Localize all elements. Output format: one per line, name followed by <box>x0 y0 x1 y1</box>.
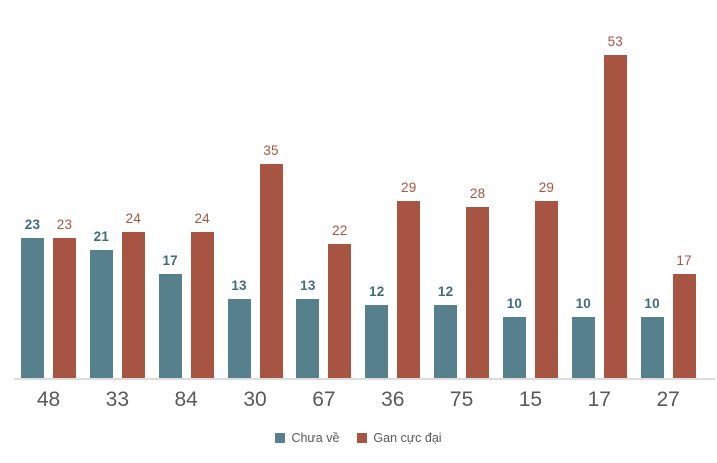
bar-value-label: 21 <box>93 229 110 244</box>
bar-value-label: 10 <box>575 296 591 311</box>
bar-gan-cuc-dai <box>121 232 145 378</box>
bar-gan-cuc-dai <box>603 55 627 378</box>
legend-item-series-1: Gan cực đại <box>357 431 442 445</box>
bar-gan-cuc-dai <box>328 244 352 378</box>
x-axis-label: 17 <box>587 388 611 411</box>
bar-value-label: 24 <box>194 211 210 226</box>
bar-gan-cuc-dai <box>534 201 558 378</box>
bar-value-label: 35 <box>263 143 279 158</box>
bar-chua-ve <box>365 305 389 378</box>
bar-value-label: 10 <box>506 296 523 311</box>
bar-value-label: 13 <box>300 278 316 293</box>
bar-chua-ve <box>640 317 664 378</box>
bar-chua-ve <box>158 274 182 378</box>
bar-value-label: 17 <box>676 253 692 268</box>
x-axis-line <box>14 378 715 380</box>
legend-swatch-icon <box>357 433 368 443</box>
x-axis-label: 15 <box>518 388 543 411</box>
bar-value-label: 12 <box>437 284 454 299</box>
bar-chua-ve <box>434 305 458 378</box>
x-axis-label: 27 <box>656 388 680 411</box>
legend-swatch-icon <box>275 433 286 443</box>
bar-value-label: 12 <box>369 284 385 299</box>
bar-chua-ve <box>502 317 526 378</box>
legend-label: Chưa về <box>291 431 340 445</box>
bar-chua-ve <box>296 299 320 378</box>
legend-item-series-0: Chưa về <box>275 431 339 445</box>
bar-gan-cuc-dai <box>397 201 421 378</box>
bar-gan-cuc-dai <box>259 164 283 378</box>
bar-value-label: 29 <box>538 180 555 195</box>
x-axis-label: 48 <box>36 388 61 411</box>
x-axis-label: 36 <box>381 388 405 411</box>
bar-chua-ve <box>227 299 251 378</box>
bar-value-label: 13 <box>231 278 247 293</box>
bar-value-label: 29 <box>401 180 417 195</box>
bar-gan-cuc-dai <box>672 274 696 378</box>
x-axis-label: 67 <box>312 388 336 411</box>
x-axis-label: 75 <box>449 388 474 411</box>
bar-value-label: 22 <box>332 223 348 238</box>
bar-value-label: 10 <box>644 296 660 311</box>
bar-gan-cuc-dai <box>190 232 214 378</box>
bar-value-label: 23 <box>24 217 41 232</box>
bar-value-label: 23 <box>56 217 73 232</box>
legend: Chưa về Gan cực đại <box>0 431 717 445</box>
x-axis-label: 84 <box>174 388 198 411</box>
bar-value-label: 28 <box>469 186 486 201</box>
bar-gan-cuc-dai <box>53 238 76 378</box>
x-axis-label: 30 <box>243 388 267 411</box>
bar-chua-ve <box>21 238 44 378</box>
bar-gan-cuc-dai <box>466 207 490 378</box>
x-axis-label: 33 <box>105 388 130 411</box>
bar-chua-ve <box>89 250 113 378</box>
bar-chua-ve <box>571 317 595 378</box>
bar-value-label: 17 <box>162 253 178 268</box>
legend-label: Gan cực đại <box>373 431 442 445</box>
bar-value-label: 24 <box>125 211 142 226</box>
bar-value-label: 53 <box>607 34 623 49</box>
